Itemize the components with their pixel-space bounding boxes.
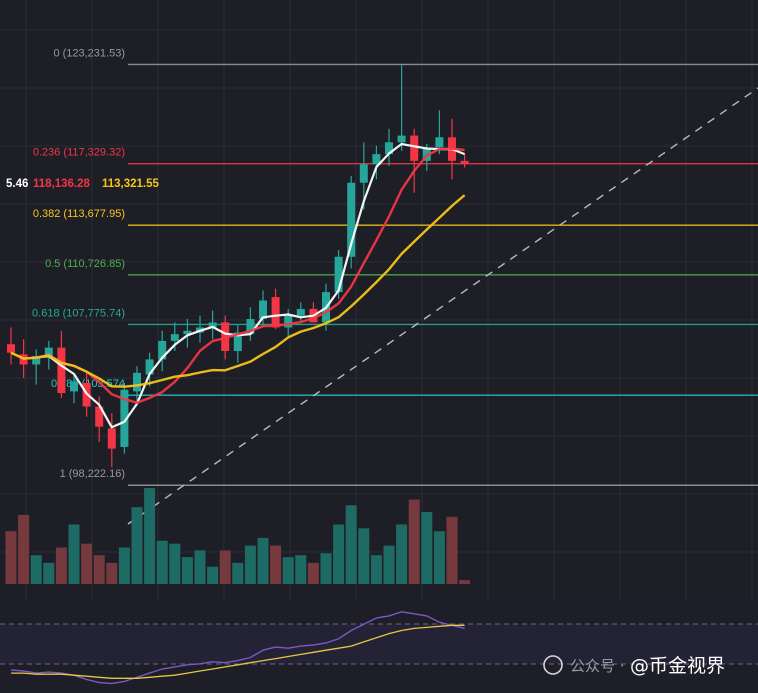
volume-bar <box>421 512 433 584</box>
candle-body <box>460 160 469 165</box>
candle-body <box>385 142 393 155</box>
volume-bar <box>30 555 42 584</box>
volume-bar <box>93 555 105 584</box>
candle-body <box>95 406 104 427</box>
ma-value-labels: 5.46 118,136.28 113,321.55 <box>6 178 160 190</box>
candle-body <box>57 347 66 394</box>
fibonacci-retracement[interactable]: 0 (123,231.53) 0.236 (117,329.32) 0.382 (1… <box>32 47 758 486</box>
volume-bar <box>194 550 206 584</box>
rsi-band <box>0 624 758 664</box>
volume-bar <box>81 543 93 584</box>
moving-averages <box>10 142 466 429</box>
volume-bar <box>345 505 357 584</box>
candle-body <box>246 319 255 335</box>
candle-body <box>7 344 15 353</box>
rsi-ma-line <box>11 624 465 679</box>
volume-bar <box>370 555 382 584</box>
watermark-account: 公众号 · <box>570 657 625 675</box>
candle-body <box>259 300 267 320</box>
volume-bar <box>358 528 370 584</box>
candle-body <box>435 137 444 148</box>
volume-bar <box>295 555 307 584</box>
candle-body <box>158 340 167 360</box>
candle-body <box>208 322 217 328</box>
grid <box>0 0 758 600</box>
volume-bar <box>446 516 458 584</box>
volume-bar <box>408 499 420 584</box>
volume-bar <box>207 566 219 584</box>
candle-body <box>183 330 192 335</box>
candle-body <box>32 356 41 365</box>
ma-yellow-line <box>10 194 466 388</box>
fib-level-label: 0.618 (107,775.74) <box>32 307 125 319</box>
fib-level-label: 0.236 (117,329.32) <box>33 147 125 159</box>
ma-yellow-value: 113,321.55 <box>102 178 160 190</box>
ma-red-value: 118,136.28 <box>33 178 91 190</box>
volume-bar <box>106 562 118 584</box>
rsi-panel <box>0 600 758 693</box>
volume-bar <box>282 557 294 584</box>
volume-bar <box>257 537 269 584</box>
fib-level-label: 0.5 (110,726.85) <box>45 258 125 270</box>
fib-level-label: 1 (98,222.16) <box>60 468 125 480</box>
candle-body <box>70 381 78 392</box>
candle-body <box>107 428 116 449</box>
candle-body <box>334 256 343 293</box>
watermark: 公众号 · @币金视界 <box>543 655 725 677</box>
volume-bar <box>459 580 471 584</box>
fib-level-label: 0 (123,231.53) <box>53 47 125 59</box>
candle-body <box>145 359 154 375</box>
candle-body <box>410 135 419 161</box>
volume-bars <box>5 488 471 584</box>
volume-bar <box>270 545 282 584</box>
wechat-icon <box>543 655 563 675</box>
candle-body <box>397 135 406 143</box>
volume-bar <box>333 524 345 584</box>
volume-bar <box>320 553 332 584</box>
volume-bar <box>244 545 256 584</box>
volume-bar <box>433 531 445 584</box>
volume-bar <box>55 547 67 584</box>
ma-white-value: 5.46 <box>6 178 28 190</box>
volume-bar <box>18 514 30 584</box>
volume-bar <box>232 562 244 584</box>
volume-bar <box>396 524 408 584</box>
candle-body <box>233 332 242 351</box>
volume-bar <box>131 507 143 584</box>
fib-level-label: 0.382 (113,677.95) <box>33 208 125 220</box>
candle-body <box>221 322 230 351</box>
volume-bar <box>5 531 17 584</box>
volume-bar <box>68 524 80 584</box>
volume-bar <box>181 557 193 584</box>
candle-body <box>170 334 179 341</box>
volume-bar <box>169 543 181 584</box>
candle-body <box>372 154 381 165</box>
candle-body <box>44 347 53 358</box>
volume-bar <box>144 488 156 584</box>
watermark-handle: @币金视界 <box>630 655 725 677</box>
trend-line-dashed <box>127 87 758 525</box>
candle-body <box>359 164 368 183</box>
volume-bar <box>219 550 231 584</box>
candle-body <box>133 372 141 392</box>
volume-bar <box>43 562 55 584</box>
volume-bar <box>118 547 130 584</box>
rsi-line <box>10 611 465 685</box>
volume-bar <box>156 540 168 584</box>
candle-body <box>347 182 356 257</box>
trend-line[interactable] <box>127 87 758 525</box>
volume-bar <box>383 545 395 584</box>
volume-bar <box>307 562 319 584</box>
candle-body <box>271 297 280 328</box>
candle-body <box>120 389 129 447</box>
candle-body <box>296 308 305 316</box>
candle-body <box>284 315 293 328</box>
